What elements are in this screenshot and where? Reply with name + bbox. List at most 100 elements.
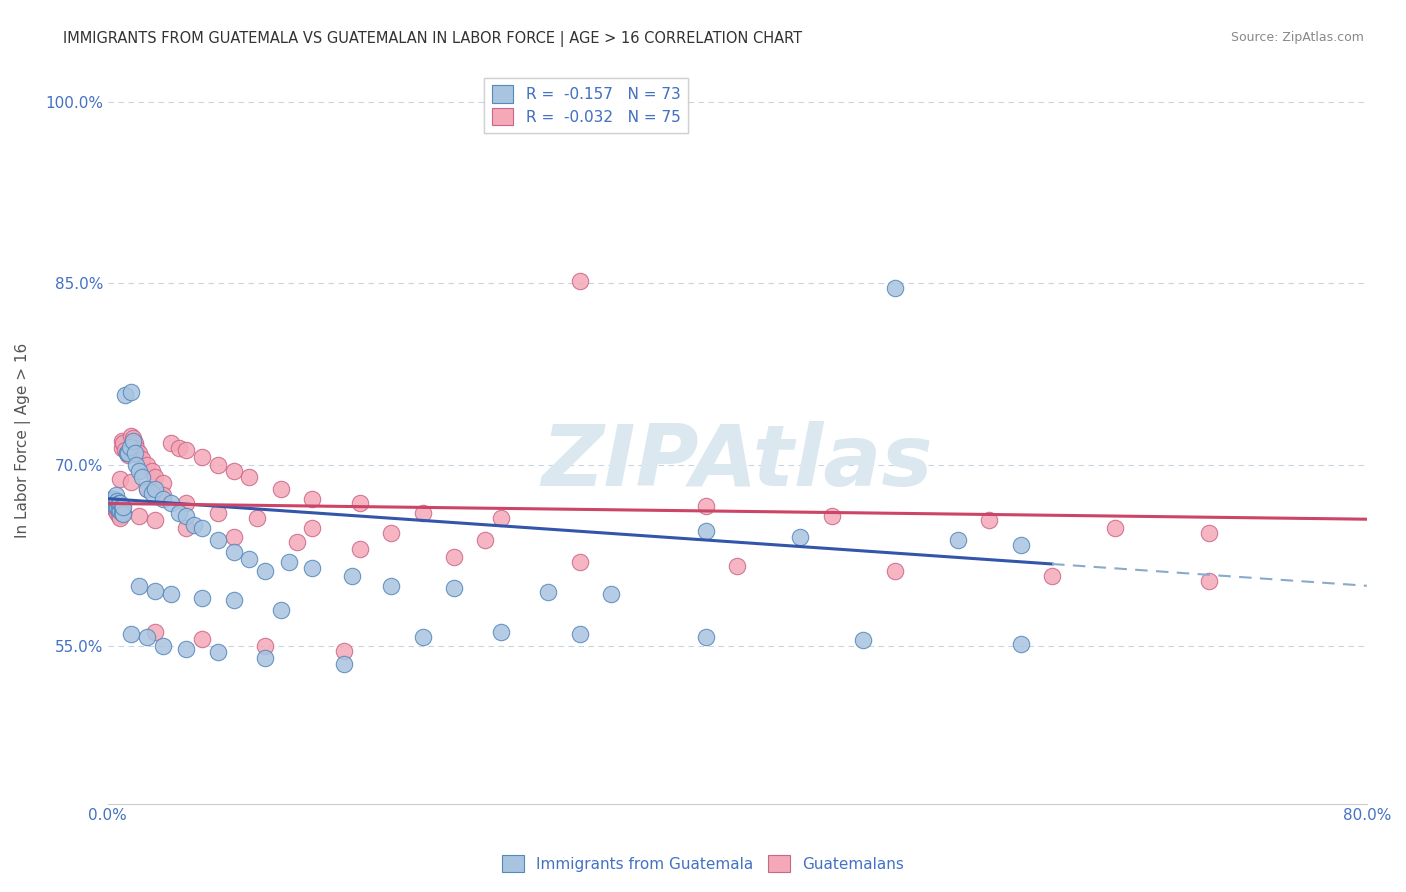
Point <box>136 482 159 496</box>
Point <box>101 499 124 513</box>
Point <box>103 494 125 508</box>
Point <box>695 524 717 539</box>
Point <box>191 450 214 465</box>
Point <box>176 521 198 535</box>
Point <box>105 494 128 508</box>
Point <box>110 504 132 518</box>
Point <box>380 579 402 593</box>
Point <box>143 624 166 639</box>
Point <box>104 496 127 510</box>
Point <box>883 564 905 578</box>
Point <box>222 545 245 559</box>
Point <box>222 464 245 478</box>
Point <box>191 632 214 646</box>
Point <box>489 624 512 639</box>
Point <box>159 496 181 510</box>
Point <box>114 387 136 401</box>
Point <box>136 458 159 472</box>
Point <box>111 506 134 520</box>
Point <box>1198 525 1220 540</box>
Point <box>131 451 153 466</box>
Point <box>107 508 129 523</box>
Point <box>117 445 139 459</box>
Point <box>1040 569 1063 583</box>
Point <box>131 470 153 484</box>
Point <box>176 508 198 523</box>
Point <box>159 587 181 601</box>
Point <box>152 475 174 490</box>
Text: ZIPAtlas: ZIPAtlas <box>541 421 934 504</box>
Text: Source: ZipAtlas.com: Source: ZipAtlas.com <box>1230 31 1364 45</box>
Point <box>105 506 128 520</box>
Point <box>124 445 146 459</box>
Point <box>207 533 229 547</box>
Point <box>117 448 139 462</box>
Point <box>207 458 229 472</box>
Point <box>695 630 717 644</box>
Point <box>124 436 146 450</box>
Point <box>101 491 124 506</box>
Point <box>270 482 292 496</box>
Point <box>120 475 142 489</box>
Point <box>98 494 121 508</box>
Point <box>1010 637 1032 651</box>
Point <box>104 500 127 514</box>
Point <box>222 530 245 544</box>
Point <box>238 470 260 484</box>
Point <box>98 494 121 508</box>
Point <box>128 464 150 478</box>
Point <box>110 511 132 525</box>
Point <box>101 491 124 506</box>
Point <box>136 482 159 496</box>
Point <box>107 502 129 516</box>
Point <box>222 593 245 607</box>
Point <box>152 488 174 502</box>
Point <box>143 482 166 496</box>
Point <box>103 491 125 506</box>
Point <box>412 630 434 644</box>
Point <box>136 630 159 644</box>
Point <box>159 436 181 450</box>
Point <box>112 500 135 514</box>
Point <box>128 508 150 523</box>
Point <box>105 499 128 513</box>
Point <box>340 569 363 583</box>
Point <box>143 583 166 598</box>
Point <box>176 443 198 458</box>
Point <box>349 542 371 557</box>
Point <box>285 535 308 549</box>
Point <box>104 504 127 518</box>
Point <box>125 458 148 472</box>
Point <box>105 500 128 514</box>
Point <box>120 385 142 400</box>
Point <box>118 443 141 458</box>
Point <box>977 513 1000 527</box>
Point <box>568 274 591 288</box>
Point <box>115 445 138 459</box>
Point <box>1198 574 1220 588</box>
Point <box>120 428 142 442</box>
Point <box>107 501 129 516</box>
Point <box>191 591 214 605</box>
Point <box>301 491 323 506</box>
Point <box>115 445 138 459</box>
Point <box>333 657 356 672</box>
Point <box>725 559 748 574</box>
Point <box>301 560 323 574</box>
Point <box>412 506 434 520</box>
Point <box>474 533 496 547</box>
Point <box>207 645 229 659</box>
Point <box>167 441 190 455</box>
Point <box>114 443 136 458</box>
Point <box>270 603 292 617</box>
Point <box>100 494 122 508</box>
Point <box>122 434 145 448</box>
Point <box>821 508 844 523</box>
Legend: Immigrants from Guatemala, Guatemalans: Immigrants from Guatemala, Guatemalans <box>495 847 911 880</box>
Point <box>246 511 269 525</box>
Point <box>152 491 174 506</box>
Point <box>103 496 125 510</box>
Point <box>167 506 190 520</box>
Point <box>789 530 811 544</box>
Point <box>254 651 277 665</box>
